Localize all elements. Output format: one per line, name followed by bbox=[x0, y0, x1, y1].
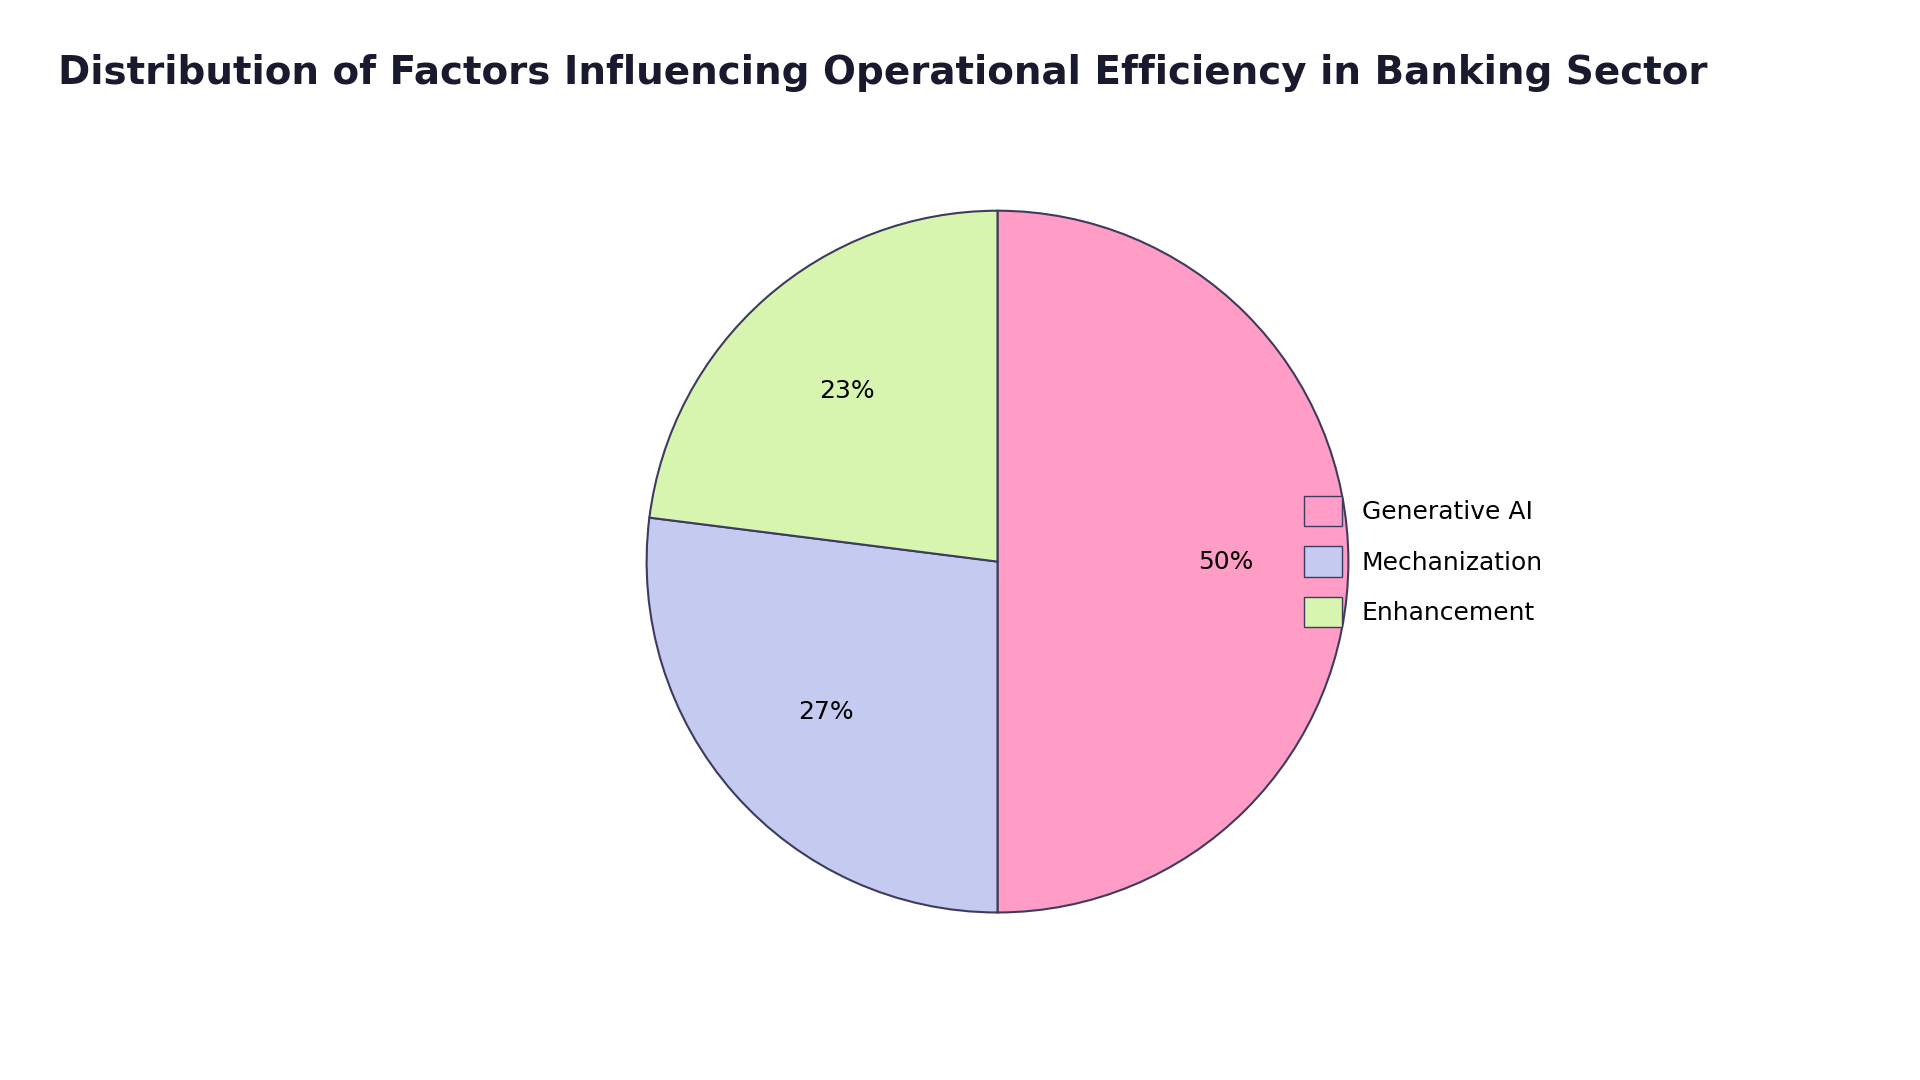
Wedge shape bbox=[647, 517, 998, 913]
Text: 50%: 50% bbox=[1198, 550, 1254, 573]
Text: 23%: 23% bbox=[818, 378, 874, 403]
Wedge shape bbox=[649, 211, 998, 562]
Text: Distribution of Factors Influencing Operational Efficiency in Banking Sector: Distribution of Factors Influencing Oper… bbox=[58, 54, 1707, 92]
Text: 27%: 27% bbox=[799, 701, 854, 725]
Wedge shape bbox=[998, 211, 1348, 913]
Legend: Generative AI, Mechanization, Enhancement: Generative AI, Mechanization, Enhancemen… bbox=[1292, 484, 1555, 639]
